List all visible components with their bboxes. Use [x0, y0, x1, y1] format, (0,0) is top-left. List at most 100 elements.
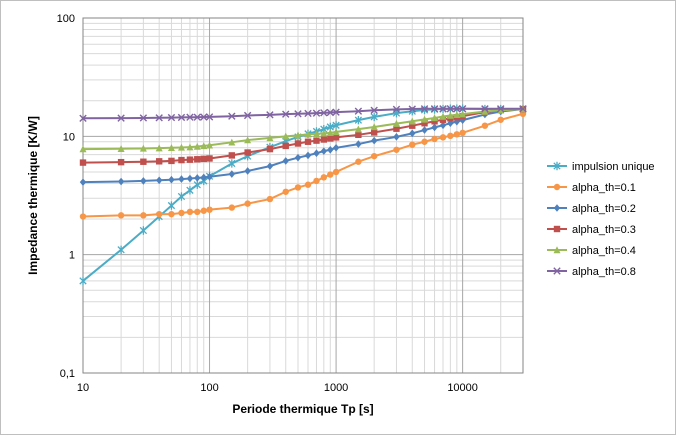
- data-point: [117, 177, 125, 186]
- data-point: [194, 208, 201, 216]
- data-point: [186, 143, 194, 151]
- legend-label: alpha_th=0.3: [572, 224, 636, 236]
- data-point: [200, 207, 207, 214]
- data-point: [178, 175, 185, 183]
- data-point: [354, 107, 363, 115]
- data-point: [117, 158, 125, 166]
- data-point: [155, 158, 163, 165]
- data-point: [320, 109, 328, 117]
- data-point: [79, 159, 87, 166]
- data-point: [228, 204, 236, 211]
- data-point: [304, 181, 312, 188]
- data-point: [355, 131, 362, 139]
- x-axis-title: Periode thermique Tp [s]: [232, 402, 373, 416]
- data-point: [481, 122, 489, 129]
- data-point: [332, 134, 340, 141]
- data-point: [392, 119, 400, 127]
- legend-item: impulsion unique: [547, 161, 655, 173]
- series-2: [79, 110, 527, 220]
- data-point: [140, 177, 147, 185]
- data-point: [186, 113, 194, 121]
- data-point: [320, 174, 328, 181]
- data-point: [266, 134, 274, 142]
- x-tick-labels: 10 100 1000 10000: [77, 382, 478, 394]
- data-point: [408, 117, 416, 125]
- data-point: [431, 114, 439, 122]
- data-point: [409, 141, 416, 148]
- data-point: [193, 113, 201, 121]
- data-point: [439, 134, 447, 141]
- data-point: [332, 168, 340, 176]
- legend-label: alpha_th=0.1: [572, 182, 636, 194]
- data-point: [459, 110, 467, 118]
- data-point: [439, 112, 447, 120]
- data-point: [355, 158, 362, 165]
- legend-label: alpha_th=0.2: [572, 203, 636, 215]
- legend-label: alpha_th=0.4: [572, 245, 636, 257]
- data-point: [420, 105, 429, 113]
- data-point: [431, 118, 438, 125]
- data-point: [139, 226, 148, 235]
- grid-minor: [83, 18, 524, 373]
- data-point: [206, 173, 213, 181]
- legend-marker: [553, 183, 561, 191]
- data-point: [228, 138, 236, 146]
- data-point: [244, 149, 251, 156]
- data-point: [326, 129, 334, 137]
- data-point: [155, 114, 163, 122]
- legend-marker: [553, 246, 561, 254]
- y-axis-title: Impedance thermique [K/W]: [26, 116, 40, 275]
- series-layer: [79, 104, 527, 286]
- data-point: [79, 114, 87, 123]
- data-point: [244, 200, 251, 207]
- data-point: [304, 138, 312, 145]
- data-point: [354, 115, 363, 125]
- data-point: [304, 130, 312, 138]
- legend-marker: [553, 161, 561, 171]
- data-point: [186, 156, 194, 163]
- data-point: [282, 157, 289, 165]
- data-point: [327, 145, 334, 154]
- data-point: [458, 105, 467, 113]
- data-point: [206, 141, 214, 149]
- legend-marker: [553, 267, 561, 275]
- data-point: [312, 130, 320, 138]
- data-point: [304, 151, 312, 160]
- data-point: [205, 113, 214, 121]
- data-point: [313, 177, 320, 185]
- data-point: [266, 195, 274, 203]
- data-point: [370, 112, 378, 122]
- data-point: [370, 152, 378, 160]
- data-point: [167, 201, 176, 210]
- data-point: [326, 108, 334, 117]
- data-point: [446, 111, 454, 119]
- data-point: [313, 137, 320, 144]
- data-point: [446, 105, 455, 113]
- data-point: [282, 110, 290, 118]
- data-point: [327, 135, 334, 142]
- data-point: [320, 129, 328, 137]
- legend-item: alpha_th=0.2: [547, 203, 636, 215]
- data-point: [117, 114, 125, 122]
- data-point: [430, 105, 439, 113]
- data-point: [117, 212, 125, 219]
- y-tick-label: 1: [69, 250, 75, 262]
- data-point: [409, 129, 416, 138]
- data-point: [168, 175, 175, 184]
- data-point: [178, 209, 185, 217]
- data-point: [177, 113, 186, 122]
- x-tick-label: 100: [200, 382, 218, 394]
- data-point: [167, 144, 175, 152]
- data-point: [393, 146, 400, 153]
- data-point: [453, 105, 461, 113]
- data-point: [186, 208, 194, 216]
- data-point: [294, 110, 302, 118]
- data-point: [140, 158, 147, 165]
- data-point: [193, 142, 201, 150]
- data-point: [266, 145, 274, 153]
- legend: impulsion unique alpha_th=0.1 alpha_th=0.2…: [547, 161, 655, 278]
- data-point: [228, 152, 236, 159]
- data-point: [79, 145, 87, 153]
- data-point: [320, 136, 328, 143]
